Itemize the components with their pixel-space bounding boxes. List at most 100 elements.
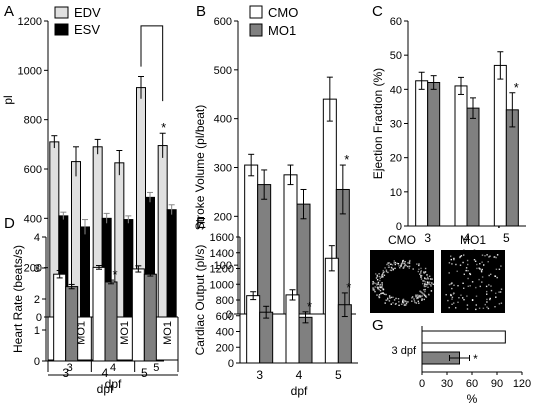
bar-cmo-3: [415, 80, 429, 227]
speckle: [496, 254, 499, 256]
speckle: [427, 281, 429, 283]
speckle: [473, 259, 476, 261]
speckle: [408, 267, 410, 269]
speckle: [383, 271, 385, 273]
x-tick-label: 60: [466, 378, 478, 390]
speckle: [405, 264, 407, 267]
speckle: [397, 263, 400, 265]
speckle: [462, 282, 464, 284]
speckle: [466, 295, 468, 297]
y-axis-label: pl: [1, 95, 15, 104]
speckle: [474, 260, 477, 262]
speckle: [388, 262, 391, 264]
speckle: [420, 272, 422, 274]
speckle: [420, 274, 422, 277]
speckle: [394, 263, 396, 266]
speckle: [418, 296, 420, 298]
speckle: [481, 281, 483, 283]
legend-label-mo1: MO1: [268, 23, 296, 38]
speckle: [422, 282, 424, 285]
speckle: [402, 302, 405, 304]
speckle: [467, 270, 469, 272]
x-tick-label: MO1: [119, 321, 131, 345]
bar-esv: [123, 219, 134, 318]
significance-star: *: [161, 120, 166, 135]
speckle: [486, 293, 488, 295]
speckle: [403, 304, 406, 306]
speckle: [390, 263, 392, 265]
speckle: [463, 287, 465, 289]
image-label-mo1: MO1: [460, 233, 486, 247]
y-tick-label: 600: [24, 164, 42, 176]
speckle: [475, 308, 477, 311]
speckle: [381, 292, 383, 294]
x-tick-label: 3: [256, 368, 263, 382]
speckle: [400, 263, 403, 265]
speckle: [398, 301, 400, 303]
y-axis-label: Stroke Volume (pl/beat): [193, 105, 207, 230]
speckle: [487, 261, 489, 263]
speckle: [455, 263, 457, 266]
speckle: [455, 307, 457, 309]
speckle: [408, 265, 411, 267]
speckle: [494, 306, 496, 308]
chart-panel-c: 0102030405060345dpfEjection Fraction (%)…: [371, 16, 526, 261]
speckle: [427, 286, 429, 288]
speckle: [486, 301, 488, 303]
speckle: [485, 285, 488, 288]
speckle: [393, 262, 395, 264]
y-tick-label: 1200: [18, 16, 42, 28]
speckle: [399, 267, 401, 269]
x-tick-label: 0: [419, 378, 425, 390]
speckle: [495, 296, 497, 298]
image-label-cmo: CMO: [388, 233, 416, 247]
bar-mo1-3: [427, 82, 441, 227]
speckle: [372, 289, 374, 291]
speckle: [419, 296, 421, 298]
speckle: [377, 283, 379, 285]
significance-star: *: [344, 152, 349, 167]
speckle: [424, 288, 426, 291]
speckle: [378, 295, 380, 298]
speckle: [382, 269, 384, 272]
speckle: [448, 283, 451, 286]
speckle: [451, 296, 454, 298]
speckle: [478, 267, 480, 269]
speckle: [423, 298, 425, 301]
y-tick-label: 800: [216, 295, 234, 307]
y-tick-label: 800: [24, 115, 42, 127]
speckle: [389, 296, 391, 299]
panel-label-c: C: [372, 3, 383, 20]
speckle: [495, 256, 497, 259]
speckle: [394, 267, 396, 270]
significance-star: *: [514, 80, 519, 95]
x-tick-label: 3: [424, 231, 431, 245]
x-tick-label: 4: [102, 366, 109, 380]
speckle: [469, 272, 471, 275]
significance-star: *: [112, 267, 117, 282]
speckle: [479, 268, 481, 270]
speckle: [373, 282, 375, 284]
speckle: [460, 255, 463, 257]
speckle: [483, 264, 485, 266]
speckle: [403, 266, 405, 268]
speckle: [418, 264, 420, 267]
speckle: [424, 283, 426, 285]
speckle: [447, 299, 449, 302]
speckle: [496, 276, 498, 279]
speckle: [489, 298, 491, 301]
speckle: [382, 287, 384, 290]
speckle: [382, 288, 385, 291]
speckle: [479, 263, 481, 265]
speckle: [463, 299, 465, 301]
speckle: [417, 294, 419, 296]
speckle: [377, 287, 379, 290]
speckle: [381, 282, 383, 284]
speckle: [386, 263, 388, 266]
y-tick-label: 100: [214, 260, 232, 272]
speckle: [381, 284, 383, 287]
x-axis-label: dpf: [97, 382, 114, 396]
speckle: [426, 283, 428, 286]
legend-swatch-esv: [54, 23, 69, 36]
